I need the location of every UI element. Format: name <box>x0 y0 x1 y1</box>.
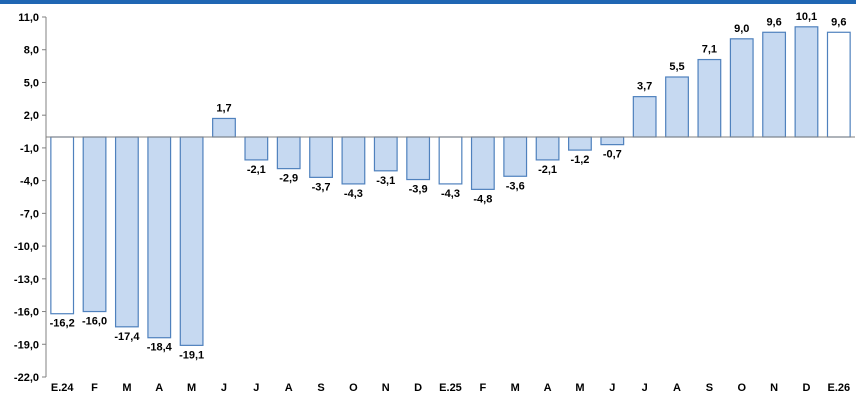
data-label-17: -1,2 <box>570 154 589 166</box>
bar-13 <box>438 136 463 185</box>
bar-2 <box>82 136 107 313</box>
x-tick-label-15: M <box>511 382 520 394</box>
x-axis: E.24 F M A M J J A S O N D E.25 F M A M J J A S O N D E.26 <box>51 382 850 394</box>
data-label-14: -4,8 <box>473 193 492 205</box>
data-label-19: 3,7 <box>637 81 652 93</box>
x-tick-label-25: E.26 <box>827 382 850 394</box>
data-label-23: 9,6 <box>766 16 781 28</box>
bar-3 <box>114 136 139 328</box>
y-tick-label: 5,0 <box>24 77 39 89</box>
x-tick-label-11: N <box>382 382 390 394</box>
x-tick-label-17: M <box>575 382 584 394</box>
data-label-8: -2,9 <box>279 173 298 185</box>
bar-12 <box>406 136 431 181</box>
top-rule <box>0 0 856 4</box>
x-tick-label-4: A <box>155 382 163 394</box>
data-label-9: -3,7 <box>312 181 331 193</box>
data-label-21: 7,1 <box>702 44 717 56</box>
x-tick-label-9: S <box>317 382 324 394</box>
bar-1 <box>50 136 75 315</box>
x-tick-label-14: F <box>479 382 486 394</box>
data-label-1: -16,2 <box>50 318 75 330</box>
x-tick-label-13: E.25 <box>439 382 462 394</box>
y-tick-label: -4,0 <box>20 176 39 188</box>
bar-11 <box>373 136 398 172</box>
x-tick-label-18: J <box>609 382 615 394</box>
x-tick-label-8: A <box>285 382 293 394</box>
bar-6 <box>212 117 236 138</box>
bar-19 <box>632 96 657 138</box>
x-tick-label-1: E.24 <box>51 382 75 394</box>
bar-20 <box>665 76 689 138</box>
x-tick-label-21: S <box>706 382 713 394</box>
y-tick-label: 8,0 <box>24 45 39 57</box>
data-label-13: -4,3 <box>441 188 460 200</box>
data-label-6: 1,7 <box>216 102 231 114</box>
data-label-5: -19,1 <box>179 349 204 361</box>
x-tick-label-19: J <box>642 382 648 394</box>
y-tick-label: -22,0 <box>14 372 39 384</box>
bar-21 <box>697 58 722 138</box>
bar-23 <box>762 31 787 138</box>
bar-8 <box>276 136 301 170</box>
y-tick-label: -16,0 <box>14 307 39 319</box>
bar-5 <box>179 136 204 346</box>
data-label-22: 9,0 <box>734 23 749 35</box>
x-tick-label-24: D <box>802 382 810 394</box>
x-tick-label-22: O <box>737 382 746 394</box>
data-label-16: -2,1 <box>538 164 557 176</box>
data-label-3: -17,4 <box>114 331 140 343</box>
y-tick-label: 2,0 <box>24 110 39 122</box>
bar-16 <box>535 136 560 161</box>
bar-24 <box>794 26 819 138</box>
data-label-15: -3,6 <box>506 180 525 192</box>
x-tick-label-23: N <box>770 382 778 394</box>
x-tick-label-10: O <box>349 382 358 394</box>
bar-14 <box>470 136 495 190</box>
data-label-4: -18,4 <box>147 342 173 354</box>
bar-15 <box>503 136 528 177</box>
x-tick-label-6: J <box>221 382 227 394</box>
y-tick-label: 11,0 <box>18 12 39 24</box>
data-label-2: -16,0 <box>82 316 107 328</box>
bar-17 <box>568 136 592 151</box>
y-tick-label: -13,0 <box>14 274 39 286</box>
x-tick-label-12: D <box>414 382 422 394</box>
y-tick-label: -19,0 <box>14 339 39 351</box>
data-label-7: -2,1 <box>247 164 266 176</box>
bar-10 <box>341 136 366 185</box>
data-labels: -16,2 -16,0 -17,4 -18,4 -19,1 1,7 -2,1 -2,9 -3,7… <box>50 11 847 362</box>
x-tick-label-2: F <box>91 382 98 394</box>
bar-25 <box>826 31 851 138</box>
data-label-25: 9,6 <box>831 16 846 28</box>
y-tick-label: -7,0 <box>20 208 39 220</box>
x-tick-label-7: J <box>253 382 259 394</box>
data-label-12: -3,9 <box>409 184 428 196</box>
data-label-10: -4,3 <box>344 188 363 200</box>
x-tick-label-20: A <box>673 382 681 394</box>
bar-7 <box>244 136 269 161</box>
bar-4 <box>147 136 172 339</box>
y-tick-label: -1,0 <box>20 143 39 155</box>
data-label-18: -0,7 <box>603 149 622 161</box>
data-label-24: 10,1 <box>796 11 817 23</box>
x-tick-label-3: M <box>122 382 131 394</box>
y-axis: 11,0 8,0 5,0 2,0 -1,0 -4,0 -7,0 -10,0 -13,0 -16,0… <box>14 12 47 384</box>
bar-22 <box>729 38 754 138</box>
x-tick-label-16: A <box>544 382 552 394</box>
data-label-20: 5,5 <box>669 61 684 73</box>
bars <box>50 26 851 346</box>
bar-9 <box>309 136 333 178</box>
bar-18 <box>600 136 625 146</box>
x-tick-label-5: M <box>187 382 196 394</box>
y-tick-label: -10,0 <box>14 241 39 253</box>
data-label-11: -3,1 <box>376 175 395 187</box>
